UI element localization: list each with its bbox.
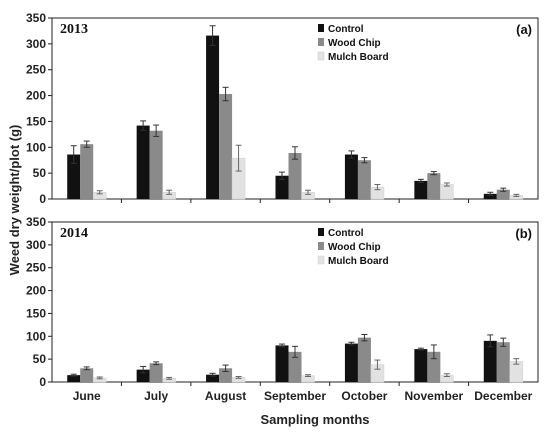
y-tick-label: 300 (26, 37, 46, 51)
x-tick-label: October (341, 389, 387, 403)
y-tick-label: 200 (26, 284, 46, 298)
x-tick-label: September (264, 389, 326, 403)
bar-wood-chip (357, 160, 371, 199)
bar-control (67, 154, 81, 199)
y-axis-title: Weed dry weight/plot (g) (7, 125, 22, 276)
bar-wood-chip (288, 152, 302, 199)
legend-swatch (318, 242, 324, 250)
x-tick-label: August (205, 389, 246, 403)
x-tick-label: November (405, 389, 464, 403)
bar-control (136, 369, 150, 382)
bar-control (414, 349, 428, 382)
x-tick-label: June (73, 389, 101, 403)
legend-swatch (317, 51, 325, 61)
y-tick-label: 150 (26, 306, 46, 320)
legend-label: Mulch Board (328, 256, 389, 267)
legend-swatch (318, 38, 324, 46)
y-tick-label: 300 (26, 238, 46, 252)
bar-wood-chip (288, 351, 302, 382)
panel-year-label: 2014 (60, 226, 88, 241)
bar-wood-chip (219, 368, 233, 382)
panel-year-label: 2013 (60, 22, 88, 37)
bar-control (275, 345, 289, 382)
bar-wood-chip (219, 94, 233, 199)
y-tick-label: 0 (39, 192, 46, 206)
bar-wood-chip (357, 337, 371, 382)
panel-tag-label: (a) (516, 22, 532, 37)
y-tick-label: 50 (33, 166, 47, 180)
bar-control (414, 180, 428, 199)
bar-control (344, 154, 358, 199)
bar-control (344, 343, 358, 382)
legend-label: Control (328, 24, 364, 35)
y-tick-label: 350 (26, 215, 46, 229)
bar-control (483, 193, 497, 199)
y-tick-label: 100 (26, 329, 46, 343)
x-axis-title: Sampling months (260, 412, 369, 427)
y-tick-label: 350 (26, 11, 46, 25)
y-tick-label: 200 (26, 89, 46, 103)
y-tick-label: 250 (26, 63, 46, 77)
bar-control (206, 35, 220, 199)
bar-control (136, 125, 150, 199)
bar-wood-chip (427, 173, 441, 199)
y-tick-label: 50 (33, 352, 47, 366)
bar-wood-chip (80, 368, 94, 382)
bar-control (206, 374, 220, 382)
bar-wood-chip (496, 342, 510, 382)
legend-label: Control (328, 228, 364, 239)
legend-label: Wood Chip (328, 242, 381, 253)
panel-tag-label: (b) (515, 226, 532, 241)
y-tick-label: 0 (39, 375, 46, 389)
y-tick-label: 250 (26, 261, 46, 275)
bar-wood-chip (496, 189, 510, 199)
legend-label: Wood Chip (328, 38, 381, 49)
bar-control (67, 375, 81, 382)
legend-swatch (317, 255, 325, 265)
legend-label: Mulch Board (328, 52, 389, 63)
bar-wood-chip (80, 144, 94, 199)
x-tick-label: December (474, 389, 532, 403)
bar-wood-chip (149, 363, 163, 382)
bar-control (275, 175, 289, 199)
bar-mulch-board (440, 184, 454, 200)
legend-swatch (318, 228, 324, 236)
y-tick-label: 150 (26, 114, 46, 128)
x-tick-label: July (144, 389, 168, 403)
bar-wood-chip (427, 351, 441, 382)
legend-swatch (318, 24, 324, 32)
bar-control (483, 340, 497, 382)
y-tick-label: 100 (26, 140, 46, 154)
bar-wood-chip (149, 130, 163, 199)
